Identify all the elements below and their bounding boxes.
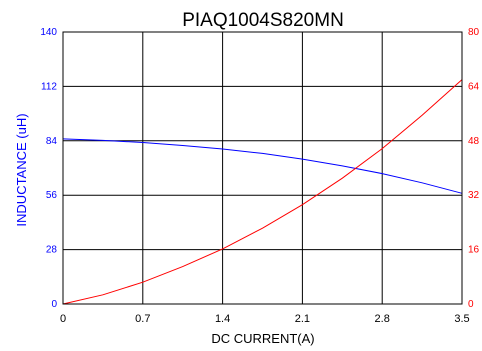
left-axis-series-line — [62, 138, 463, 194]
y2-tick-label: 32 — [468, 190, 480, 201]
y2-tick-label: 48 — [468, 136, 480, 147]
y-tick-label: 28 — [46, 245, 58, 256]
x-tick-label: 3.5 — [454, 313, 469, 325]
y2-tick-label: 16 — [468, 245, 480, 256]
x-tick-label: 1.4 — [215, 313, 230, 325]
y-tick-label: 56 — [46, 190, 58, 201]
y2-tick-label: 64 — [468, 81, 480, 92]
x-axis-label: DC CURRENT(A) — [211, 331, 314, 346]
right-axis-series-line — [62, 79, 463, 305]
y-axis-label: INDUCTANCE (uH) — [14, 113, 29, 226]
x-tick-label: 0 — [60, 313, 66, 325]
chart-title: PIAQ1004S820MN — [182, 10, 344, 31]
y-tick-label: 0 — [51, 299, 57, 310]
plot-frame — [62, 31, 463, 305]
grid — [62, 31, 463, 305]
y-tick-label: 84 — [46, 136, 58, 147]
x-tick-label: 2.8 — [375, 313, 390, 325]
x-tick-label: 0.7 — [135, 313, 150, 325]
x-tick-label: 2.1 — [295, 313, 310, 325]
y2-tick-label: 80 — [468, 27, 480, 38]
y2-tick-label: 0 — [468, 299, 474, 310]
series-layer — [62, 79, 463, 305]
y-tick-label: 112 — [41, 81, 57, 92]
y-tick-label: 140 — [40, 27, 57, 38]
